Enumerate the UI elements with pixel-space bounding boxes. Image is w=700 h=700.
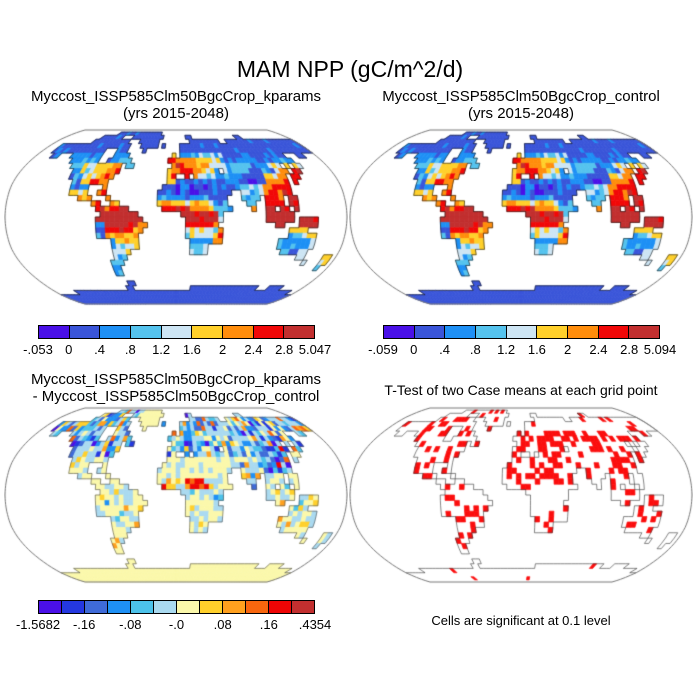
colorbar-tick-label: -.16 [72, 617, 96, 632]
panel-title-diff-line2: - Myccost_ISSP585Clm50BgcCrop_control [32, 388, 320, 405]
colorbar-cell [222, 326, 253, 338]
panel-title-kparams-line2: (yrs 2015-2048) [123, 105, 229, 122]
colorbar-tick-label: -.059 [368, 342, 398, 357]
colorbar-tick-label: .8 [469, 342, 481, 357]
colorbar-cell [61, 601, 84, 613]
colorbar-cell [130, 326, 161, 338]
map-diff-canvas [4, 406, 348, 584]
colorbar-tick-label: .8 [124, 342, 136, 357]
colorbar-labels-control: -.059 0 .4 .8 1.2 1.6 2 2.4 2.8 5.094 [368, 342, 676, 358]
colorbar-tick-label: .08 [213, 617, 232, 632]
colorbar-cell [475, 326, 506, 338]
colorbar-cell [245, 601, 268, 613]
colorbar-diff [38, 600, 315, 614]
colorbar-cell [99, 326, 131, 338]
colorbar-tick-label: .16 [259, 617, 278, 632]
panel-title-control-line1: Myccost_ISSP585Clm50BgcCrop_control [382, 88, 660, 105]
colorbar-cell [84, 601, 107, 613]
colorbar-cell [283, 326, 315, 338]
colorbar-cell [536, 326, 568, 338]
colorbar-cell [153, 601, 176, 613]
colorbar-kparams [38, 325, 315, 339]
colorbar-cell [384, 326, 414, 338]
colorbar-tick-label: -1.5682 [15, 617, 61, 632]
panel-title-diff-line1: Myccost_ISSP585Clm50BgcCrop_kparams [30, 371, 322, 388]
ttest-caption: Cells are significant at 0.1 level [431, 613, 611, 628]
colorbar-cell [413, 326, 445, 338]
colorbar-cell [567, 326, 598, 338]
panel-title-ttest: T-Test of two Case means at each grid po… [384, 382, 658, 398]
map-kparams-canvas [4, 128, 348, 306]
map-control-canvas [349, 128, 693, 306]
panel-title-diff: Myccost_ISSP585Clm50BgcCrop_kparams - My… [4, 371, 348, 405]
colorbar-cell [291, 601, 314, 613]
colorbar-tick-label: .4354 [298, 617, 332, 632]
panel-title-kparams: Myccost_ISSP585Clm50BgcCrop_kparams (yrs… [4, 88, 348, 122]
colorbar-cell [444, 326, 476, 338]
colorbar-tick-label: .4 [439, 342, 450, 357]
colorbar-cell [176, 601, 199, 613]
colorbar-tick-label: -.0 [168, 617, 185, 632]
main-title: MAM NPP (gC/m^2/d) [236, 56, 464, 82]
colorbar-tick-label: 2.4 [589, 342, 608, 357]
colorbar-tick-label: 1.2 [497, 342, 516, 357]
panel-title-kparams-line1: Myccost_ISSP585Clm50BgcCrop_kparams [30, 88, 322, 105]
colorbar-cell [160, 326, 192, 338]
colorbar-tick-label: 5.094 [643, 342, 677, 357]
colorbar-cell [107, 601, 130, 613]
colorbar-tick-label: -.053 [23, 342, 53, 357]
colorbar-cell [628, 326, 660, 338]
panel-title-control-line2: (yrs 2015-2048) [468, 105, 574, 122]
colorbar-tick-label: 0 [410, 342, 418, 357]
colorbar-tick-label: .4 [94, 342, 105, 357]
colorbar-labels-diff: -1.5682 -.16 -.08 -.0 .08 .16 .4354 [16, 617, 331, 633]
colorbar-tick-label: 2.4 [244, 342, 263, 357]
colorbar-tick-label: 2 [564, 342, 572, 357]
map-ttest-canvas [349, 406, 693, 584]
colorbar-labels-kparams: -.053 0 .4 .8 1.2 1.6 2 2.4 2.8 5.047 [23, 342, 331, 358]
colorbar-tick-label: 2.8 [620, 342, 639, 357]
colorbar-tick-label: 1.6 [527, 342, 546, 357]
colorbar-cell [68, 326, 100, 338]
colorbar-cell [130, 601, 153, 613]
colorbar-cell [222, 601, 245, 613]
colorbar-cell [39, 326, 69, 338]
colorbar-tick-label: 1.2 [152, 342, 171, 357]
colorbar-cell [191, 326, 223, 338]
colorbar-cell [252, 326, 284, 338]
panel-title-control: Myccost_ISSP585Clm50BgcCrop_control (yrs… [349, 88, 693, 122]
colorbar-tick-label: 2 [219, 342, 227, 357]
colorbar-tick-label: 1.6 [182, 342, 201, 357]
colorbar-tick-label: -.08 [119, 617, 142, 632]
colorbar-tick-label: 5.047 [298, 342, 332, 357]
colorbar-control [383, 325, 660, 339]
colorbar-cell [505, 326, 537, 338]
colorbar-tick-label: 2.8 [275, 342, 294, 357]
colorbar-tick-label: 0 [65, 342, 73, 357]
colorbar-cell [268, 601, 291, 613]
colorbar-cell [597, 326, 629, 338]
colorbar-cell [39, 601, 61, 613]
colorbar-cell [199, 601, 222, 613]
